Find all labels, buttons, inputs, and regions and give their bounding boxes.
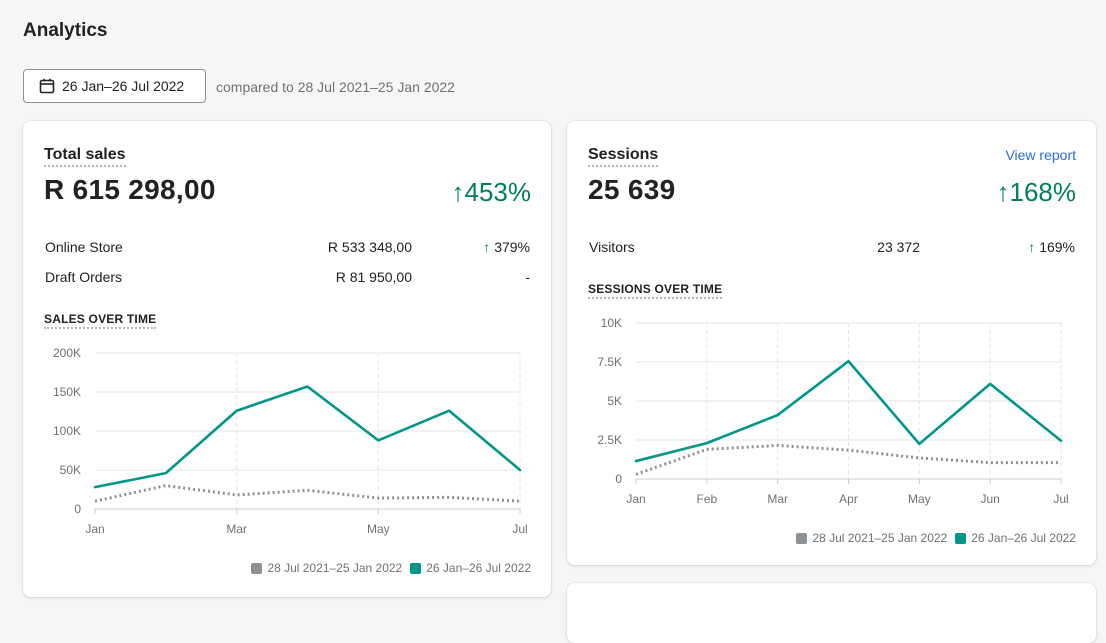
total-sales-title[interactable]: Total sales [44, 146, 126, 167]
arrow-up-icon: ↑ [996, 177, 1010, 207]
legend-item-previous: 28 Jul 2021–25 Jan 2022 [796, 531, 947, 545]
sales-legend: 28 Jul 2021–25 Jan 2022 26 Jan–26 Jul 20… [243, 561, 531, 575]
date-range-button[interactable]: 26 Jan–26 Jul 2022 [23, 69, 206, 103]
sessions-change: ↑168% [997, 177, 1077, 208]
arrow-up-icon: ↑ [483, 239, 491, 255]
calendar-icon [39, 78, 55, 94]
y-tick-label: 50K [60, 463, 81, 477]
y-tick-label: 100K [53, 424, 81, 438]
x-tick-label: Apr [839, 492, 858, 506]
legend-item-current: 26 Jan–26 Jul 2022 [410, 561, 531, 575]
sessions-value: 25 639 [588, 174, 676, 205]
y-tick-label: 150K [53, 385, 81, 399]
y-tick-label: 0 [615, 472, 622, 486]
sessions-legend: 28 Jul 2021–25 Jan 2022 26 Jan–26 Jul 20… [788, 531, 1076, 545]
total-sales-change-value: 453% [464, 177, 532, 207]
series-line-current [93, 385, 522, 489]
sales-over-time-label[interactable]: SALES OVER TIME [44, 312, 157, 329]
view-report-link[interactable]: View report [1005, 147, 1076, 163]
next-card [567, 583, 1096, 643]
breakdown-change: ↑ 379% [483, 239, 530, 255]
series-line-previous [635, 443, 1061, 476]
legend-item-current: 26 Jan–26 Jul 2022 [955, 531, 1076, 545]
y-tick-label: 0 [74, 502, 81, 516]
total-sales-card: Total sales R 615 298,00 ↑453% Online St… [23, 121, 551, 597]
y-tick-label: 7.5K [597, 355, 622, 369]
x-tick-label: Jul [1053, 492, 1068, 506]
arrow-up-icon: ↑ [1028, 239, 1036, 255]
y-tick-label: 200K [53, 346, 81, 360]
x-tick-label: Jan [85, 522, 104, 536]
sessions-change-value: 168% [1009, 177, 1077, 207]
breakdown-label: Visitors [589, 239, 635, 255]
breakdown-label: Online Store [45, 239, 123, 255]
breakdown-change: ↑ 169% [1028, 239, 1075, 255]
arrow-up-icon: ↑ [451, 177, 465, 207]
legend-item-previous: 28 Jul 2021–25 Jan 2022 [251, 561, 402, 575]
x-tick-label: May [367, 522, 390, 536]
sessions-title[interactable]: Sessions [588, 146, 659, 167]
breakdown-value: R 81 950,00 [335, 269, 412, 285]
date-range-label: 26 Jan–26 Jul 2022 [62, 78, 185, 94]
y-tick-label: 2.5K [597, 433, 622, 447]
x-tick-label: Jul [512, 522, 527, 536]
sessions-over-time-chart: 0 2.5K 5K 7.5K 10K Jan Feb Mar Apr May Jun Jul [597, 316, 1068, 506]
x-tick-label: May [908, 492, 931, 506]
y-tick-label: 5K [607, 394, 622, 408]
x-tick-label: Feb [696, 492, 717, 506]
total-sales-change: ↑453% [452, 177, 532, 208]
sessions-over-time-label[interactable]: SESSIONS OVER TIME [588, 282, 723, 299]
y-tick-label: 10K [601, 316, 622, 330]
series-line-previous [94, 484, 521, 503]
sessions-card: Sessions View report 25 639 ↑168% Visito… [567, 121, 1096, 565]
total-sales-value: R 615 298,00 [44, 174, 216, 205]
series-line-current [634, 359, 1063, 463]
breakdown-value: 23 372 [877, 239, 920, 255]
x-tick-label: Jan [626, 492, 645, 506]
breakdown-change: - [525, 269, 530, 285]
page-title: Analytics [23, 20, 108, 41]
x-tick-label: Mar [226, 522, 247, 536]
breakdown-value: R 533 348,00 [327, 239, 412, 255]
sales-over-time-chart: 0 50K 100K 150K 200K Jan Mar May Jul [53, 346, 528, 536]
breakdown-label: Draft Orders [45, 269, 123, 285]
x-tick-label: Jun [980, 492, 999, 506]
x-tick-label: Mar [767, 492, 788, 506]
comparison-text: compared to 28 Jul 2021–25 Jan 2022 [216, 79, 455, 95]
